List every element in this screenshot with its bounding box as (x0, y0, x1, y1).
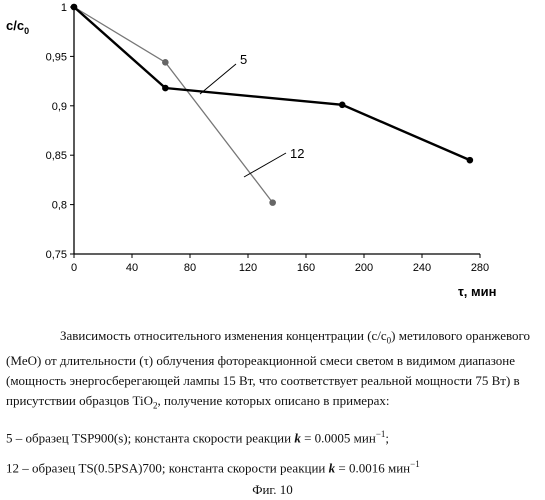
x-tick-label: 240 (413, 262, 431, 274)
figure-description: Зависимость относительного изменения кон… (6, 328, 531, 411)
series-line-5 (73, 6, 471, 162)
y-ticks: 0,75 0,8 0,85 0,9 0,95 1 (46, 2, 74, 261)
y-tick-label: 1 (61, 2, 67, 14)
series-label-leader-12 (243, 152, 287, 178)
y-axis-label: c/c0 (6, 18, 29, 36)
y-tick-label: 0,85 (46, 150, 67, 162)
y-tick-label: 0,9 (52, 101, 67, 113)
x-axis-label: τ, мин (458, 284, 497, 299)
legend-entry-12: 12 – образец TS(0.5PSA)700; константа ск… (6, 459, 420, 476)
x-tick-label: 80 (184, 262, 196, 274)
series-group: 12 5 (70, 3, 474, 206)
x-tick-label: 120 (239, 262, 257, 274)
y-tick-label: 0,95 (46, 51, 67, 63)
chart: 0,75 0,8 0,85 0,9 0,95 1 0 40 80 120 160 200 240 280… (6, 2, 497, 299)
y-tick-label: 0,75 (46, 249, 67, 261)
data-point-5 (162, 84, 169, 92)
x-tick-label: 160 (297, 262, 315, 274)
x-ticks: 0 40 80 120 160 200 240 280 (71, 254, 489, 274)
series-label-leader-5 (199, 63, 237, 95)
series-line-12 (73, 6, 274, 204)
data-point-12 (269, 199, 276, 206)
data-point-12 (162, 59, 169, 66)
x-tick-label: 0 (71, 262, 77, 274)
data-point-5 (70, 3, 78, 11)
legend-entry-5: 5 – образец TSP900(s); константа скорост… (6, 429, 390, 446)
y-tick-label: 0,8 (52, 200, 67, 212)
axes (73, 7, 480, 255)
x-tick-label: 200 (355, 262, 373, 274)
figure-number: Фиг. 10 (252, 482, 293, 497)
x-tick-label: 40 (126, 262, 138, 274)
data-point-5 (466, 156, 474, 164)
series-label-5: 5 (240, 52, 247, 67)
series-label-12: 12 (290, 146, 304, 161)
x-tick-label: 280 (471, 262, 489, 274)
data-point-5 (338, 101, 346, 109)
